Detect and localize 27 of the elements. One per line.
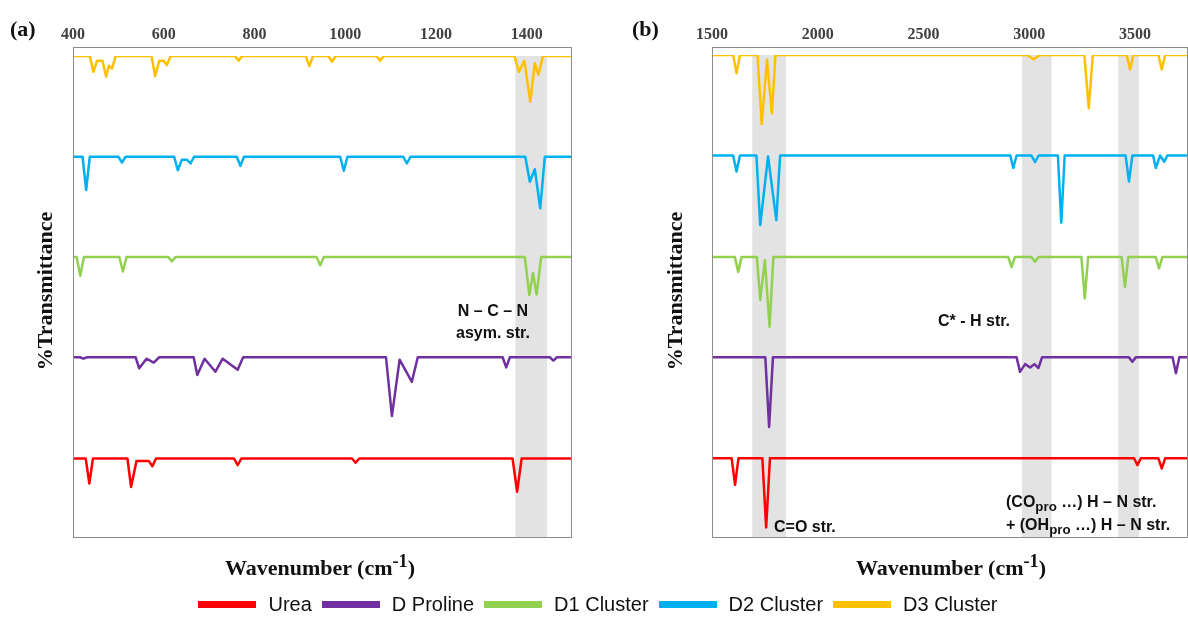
legend-label: D Proline (391, 593, 475, 616)
annotation: (CO$_{pro}$ …) H – N str. (1006, 493, 1157, 515)
x-axis-title: Wavenumber (cm$^{-1}$) (854, 551, 1048, 582)
legend-label: D2 Cluster (728, 593, 824, 616)
chart-title: (b) (632, 16, 659, 42)
annotation: + (OH$_{pro}$ …) H – N str. (1006, 515, 1171, 540)
y-axis-title: %Transmittance (32, 210, 58, 373)
y-axis-title: %Transmittance (662, 210, 688, 373)
x-tick-label: 3000 (1013, 25, 1046, 42)
x-tick-label: 1500 (696, 25, 728, 42)
x-tick-label: 3500 (1119, 25, 1152, 42)
x-tick-label: 600 (151, 25, 176, 42)
annotation: N – C – N asym. str. (456, 301, 530, 343)
x-tick-label: 2000 (801, 25, 834, 42)
annotation: C* - H str. (938, 311, 1011, 331)
legend-label: Urea (268, 593, 312, 616)
annotation: C=O str. (774, 517, 836, 537)
x-tick-label: 1400 (510, 25, 543, 42)
chart-title: (a) (10, 16, 36, 42)
x-tick-label: 1200 (419, 25, 452, 42)
legend-label: D3 Cluster (903, 593, 998, 616)
x-tick-label: 1000 (329, 25, 362, 42)
x-tick-label: 400 (61, 25, 85, 42)
legend-label: D1 Cluster (554, 593, 649, 616)
x-tick-label: 2500 (907, 25, 940, 42)
x-axis-title: Wavenumber (cm$^{-1}$) (223, 551, 417, 582)
x-tick-label: 800 (242, 25, 267, 42)
